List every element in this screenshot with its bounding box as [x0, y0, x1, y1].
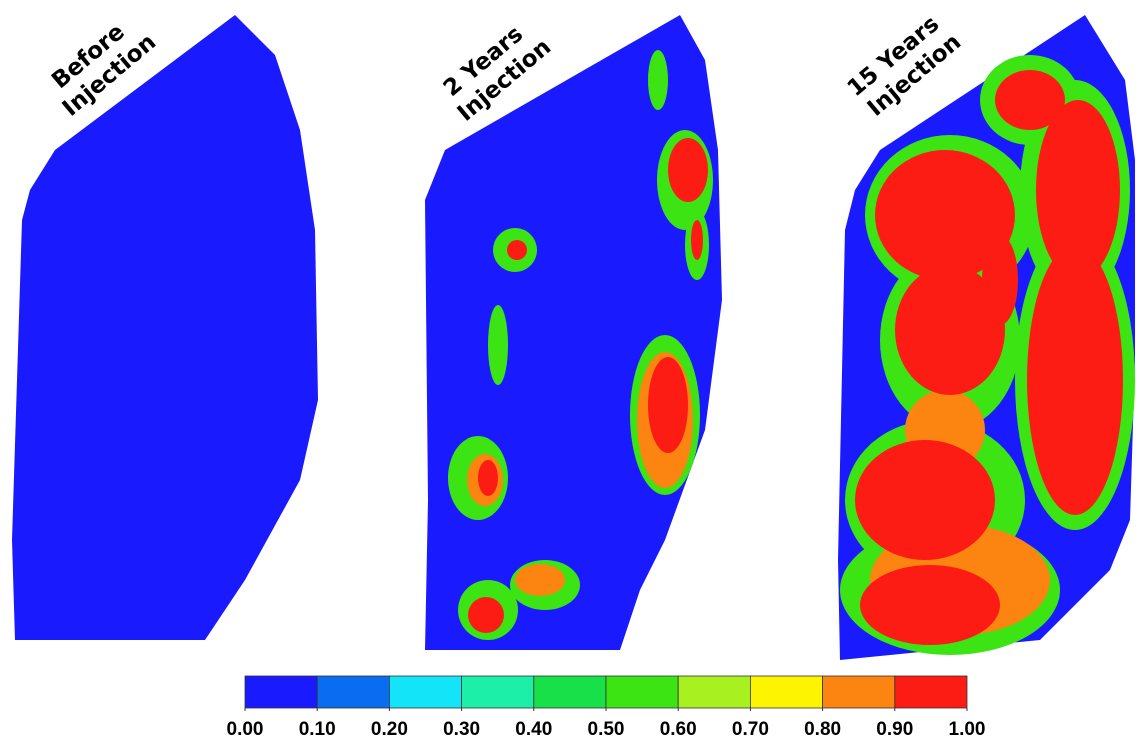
colorbar-bin — [895, 676, 967, 708]
colorbar-bin — [389, 676, 461, 708]
colorbar-tick-label: 1.00 — [949, 719, 986, 740]
colorbar-bin — [606, 676, 678, 708]
colorbar-tick-label: 0.10 — [299, 719, 336, 740]
colorbar-tick-label: 0.90 — [876, 719, 913, 740]
colorbar-bin — [534, 676, 606, 708]
colorbar-tick-label: 0.30 — [443, 719, 480, 740]
colorbar-tick-label: 0.00 — [227, 719, 264, 740]
colorbar-tick-label: 0.60 — [660, 719, 697, 740]
colorbar-tick-label: 0.50 — [588, 719, 625, 740]
colorbar-tick-label: 0.80 — [804, 719, 841, 740]
map-before — [12, 15, 318, 640]
colorbar-tick-label: 0.20 — [371, 719, 408, 740]
colorbar-bin — [317, 676, 389, 708]
colorbar-bin — [678, 676, 750, 708]
colorbar-tick-label: 0.70 — [732, 719, 769, 740]
colorbar: 0.00 0.10 0.20 0.30 0.40 0.50 0.60 0.70 0.80 0.90… — [227, 676, 986, 740]
figure: Before Injection 2 Years Injection 15 Ye… — [0, 0, 1136, 744]
colorbar-bin — [245, 676, 317, 708]
colorbar-bin — [823, 676, 895, 708]
colorbar-tick-label: 0.40 — [515, 719, 552, 740]
colorbar-bin — [750, 676, 822, 708]
colorbar-bin — [462, 676, 534, 708]
